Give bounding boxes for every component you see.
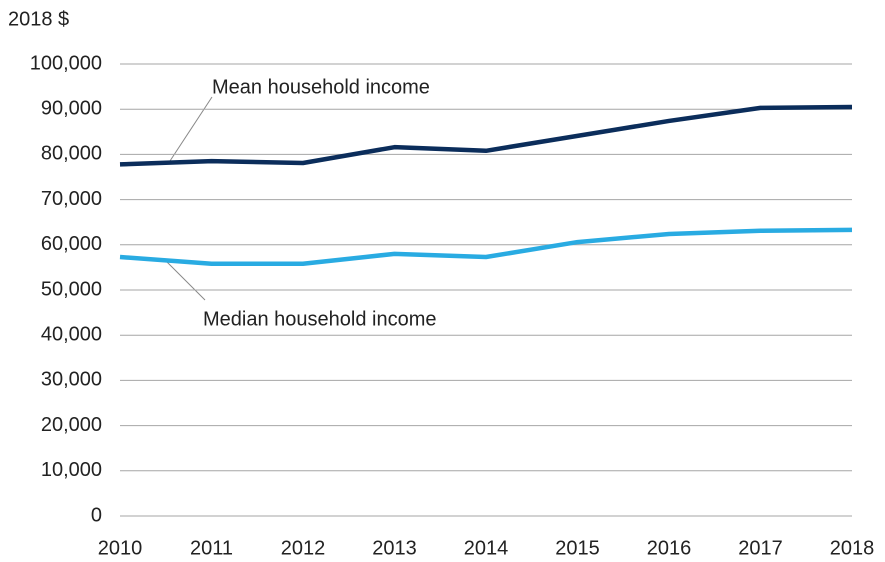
leader-line bbox=[164, 259, 206, 301]
y-axis-label: 2018 $ bbox=[8, 8, 69, 30]
y-tick-label: 60,000 bbox=[41, 233, 102, 255]
series-label: Mean household income bbox=[212, 76, 430, 98]
x-tick-label: 2014 bbox=[464, 537, 509, 559]
x-tick-label: 2011 bbox=[190, 537, 233, 559]
x-tick-label: 2013 bbox=[372, 537, 417, 559]
series-label: Median household income bbox=[203, 308, 437, 330]
x-tick-label: 2010 bbox=[98, 537, 143, 559]
x-tick-label: 2018 bbox=[830, 537, 875, 559]
y-tick-label: 40,000 bbox=[41, 323, 102, 345]
x-tick-label: 2015 bbox=[555, 537, 600, 559]
y-tick-label: 70,000 bbox=[41, 188, 102, 210]
y-tick-label: 20,000 bbox=[41, 414, 102, 436]
y-tick-label: 50,000 bbox=[41, 278, 102, 300]
data-line bbox=[119, 227, 853, 267]
data-line bbox=[119, 104, 853, 167]
x-tick-label: 2016 bbox=[647, 537, 692, 559]
leader-line bbox=[167, 96, 213, 165]
x-tick-label: 2012 bbox=[281, 537, 326, 559]
x-tick-label: 2017 bbox=[738, 537, 783, 559]
y-tick-label: 10,000 bbox=[41, 459, 102, 481]
y-tick-label: 80,000 bbox=[41, 143, 102, 165]
y-tick-label: 0 bbox=[91, 504, 102, 526]
y-tick-label: 30,000 bbox=[41, 369, 102, 391]
y-tick-label: 90,000 bbox=[41, 97, 102, 119]
y-tick-label: 100,000 bbox=[30, 52, 102, 74]
